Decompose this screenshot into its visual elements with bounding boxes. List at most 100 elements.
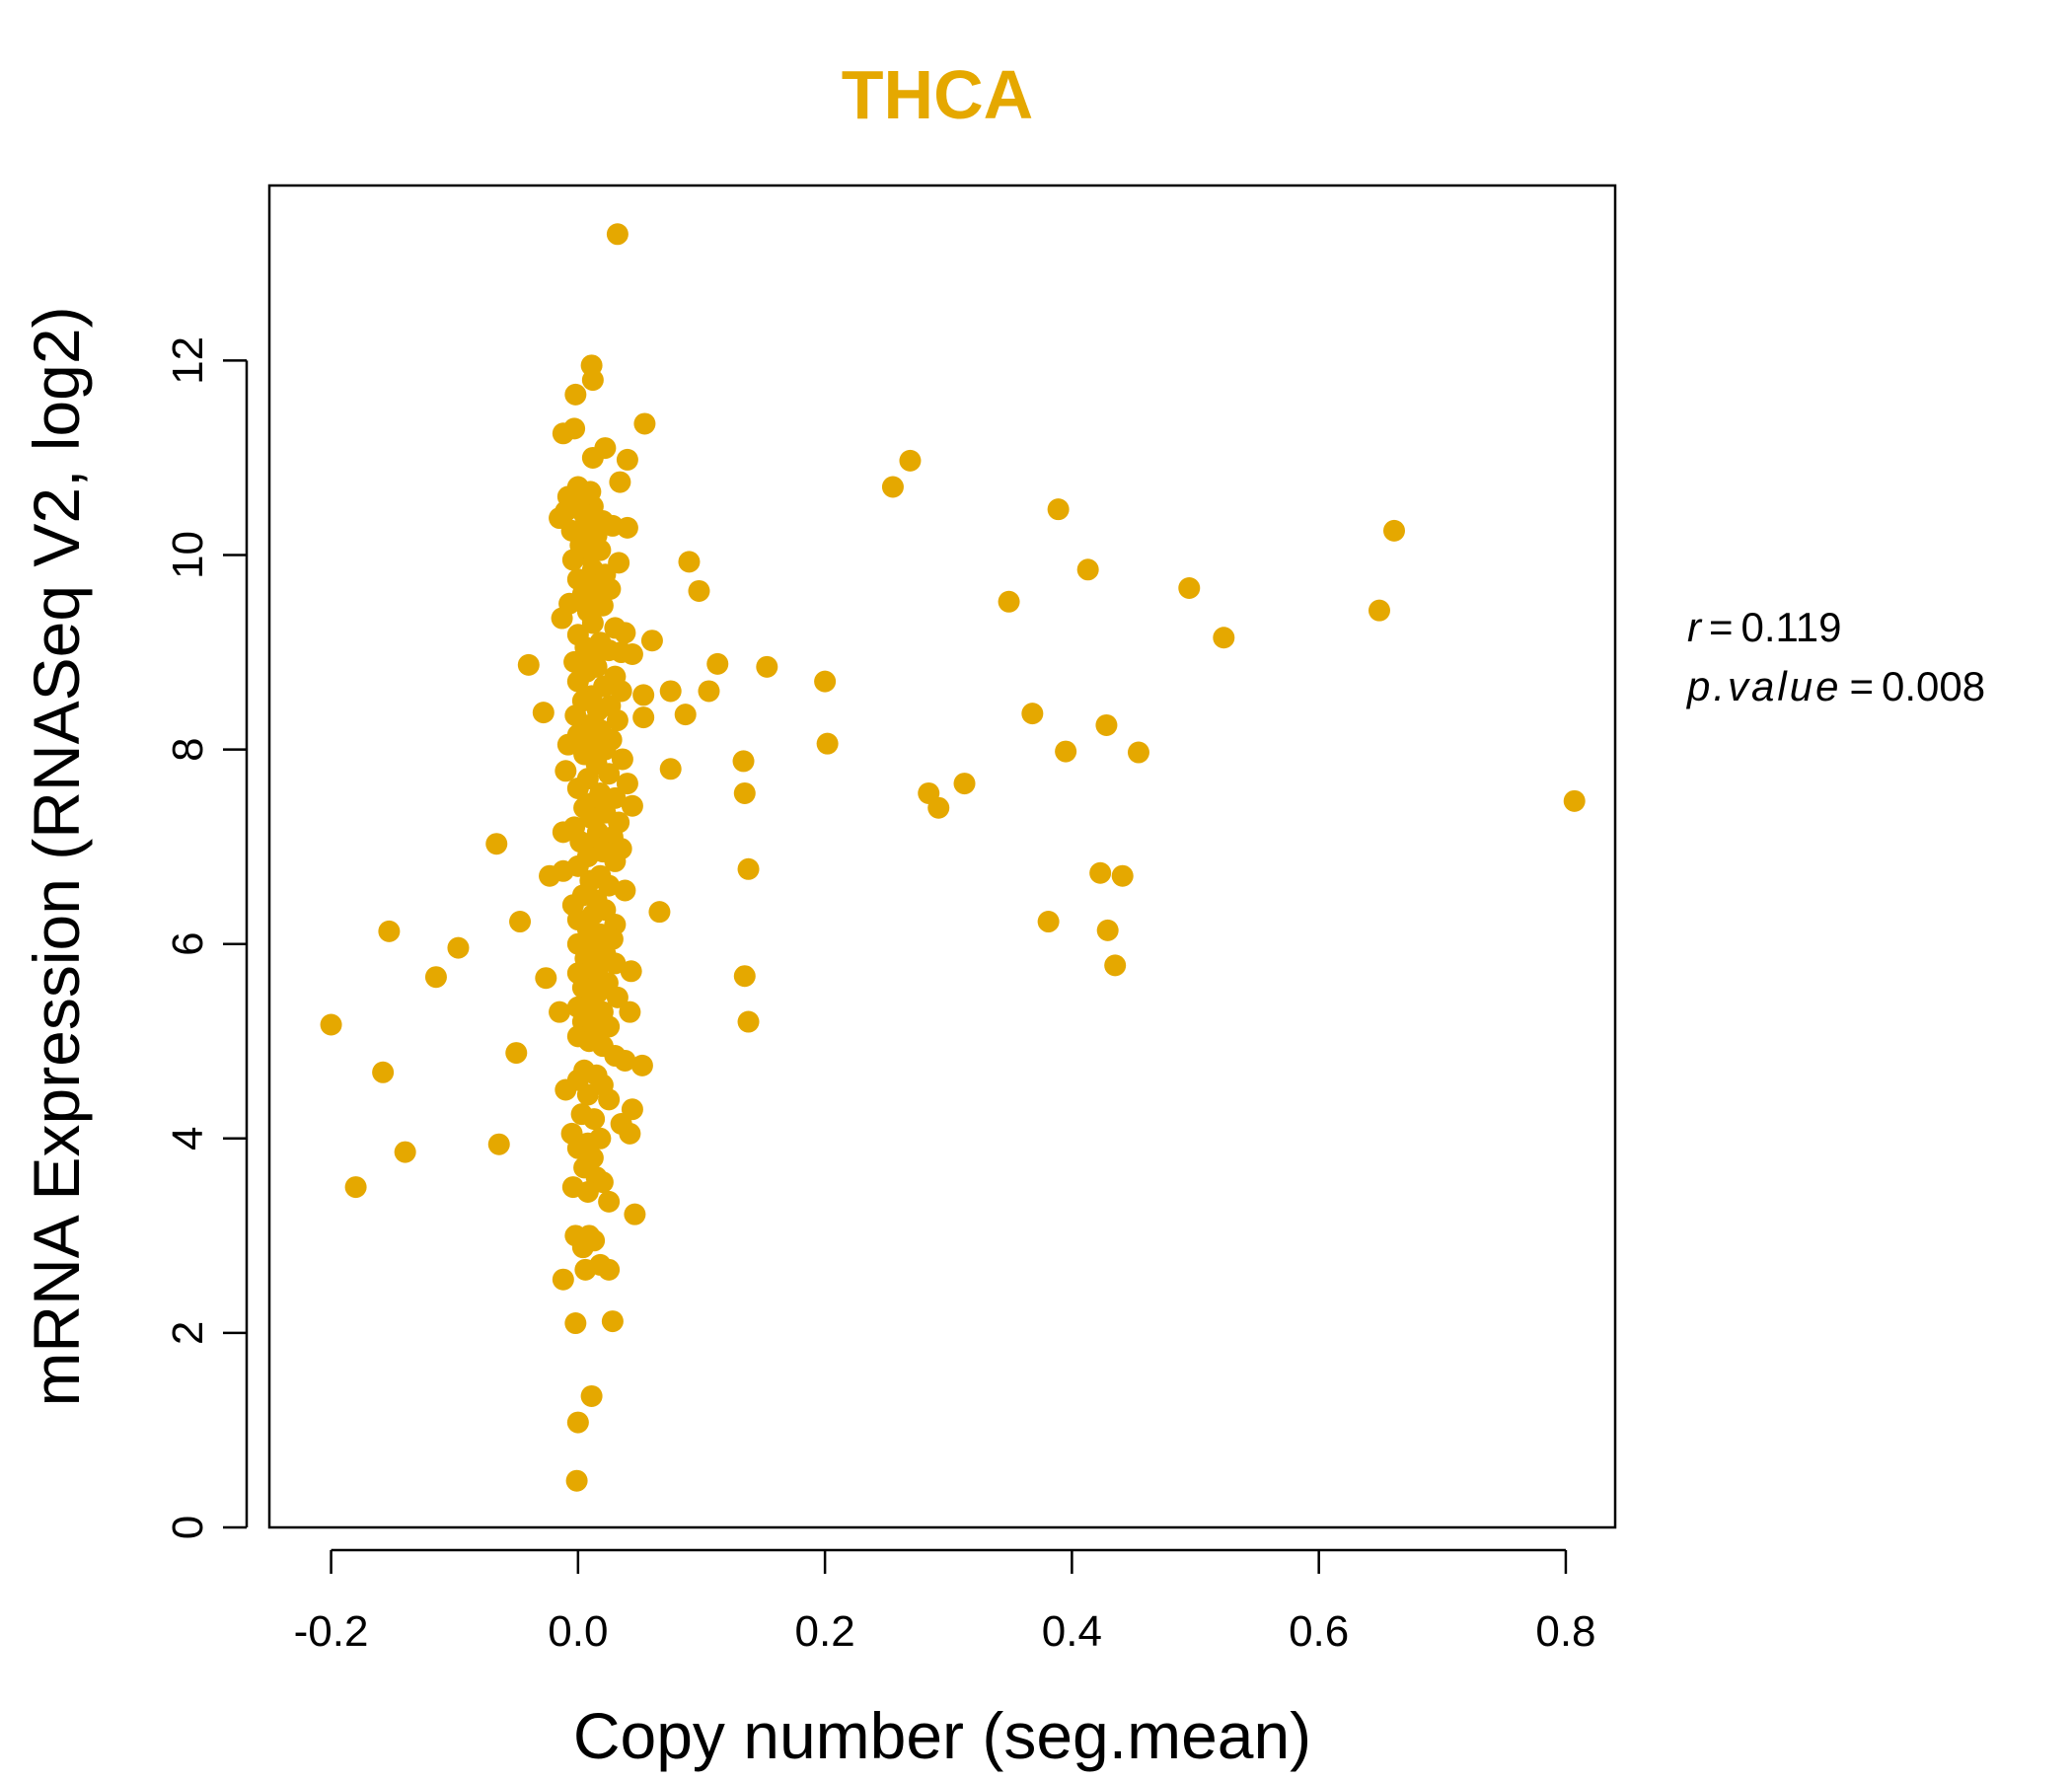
data-point [598,1258,621,1281]
data-point [640,630,663,652]
data-point [619,1001,641,1023]
stat-r-equals: = [1709,604,1734,650]
x-axis-title: Copy number (seg.mean) [573,1699,1311,1772]
data-point [1037,911,1060,933]
data-point [1178,577,1201,599]
data-point [581,446,604,469]
y-axis-title: mRNA Expression (RNASeq V2, log2) [20,306,93,1406]
data-point [505,1042,528,1065]
data-point [624,1203,646,1225]
stat-p-value: p.value = 0.008 [1685,663,1985,709]
data-point [1563,789,1586,812]
data-point [571,1236,594,1259]
data-point [320,1013,342,1036]
data-point [581,369,604,392]
data-point [561,549,584,571]
y-tick-label: 2 [164,1321,212,1345]
data-point [632,684,655,706]
data-point [733,965,756,988]
data-point [447,936,470,959]
data-point [372,1061,395,1083]
data-point [598,1088,621,1111]
data-point [614,622,636,644]
data-point [549,1001,571,1023]
data-point [566,670,589,693]
data-point [576,1181,599,1203]
data-point [616,773,638,795]
data-point [632,706,655,729]
data-point [564,383,587,406]
data-point [816,732,839,755]
data-point [998,590,1020,613]
x-tick-label: -0.2 [294,1607,369,1656]
data-point [601,1310,624,1333]
data-point [1127,741,1149,764]
data-point [563,417,586,440]
data-point [604,952,627,975]
data-point [1096,919,1119,941]
data-point [532,702,555,724]
data-point [394,1141,416,1163]
data-point [606,986,629,1008]
data-point [927,796,950,819]
data-point [606,709,629,732]
data-point [1383,519,1406,542]
data-points [320,223,1586,1492]
data-point [1076,558,1099,581]
data-point [1089,861,1112,884]
data-point [614,1049,636,1072]
y-tick-label: 0 [164,1516,212,1539]
data-point [1213,627,1235,649]
data-point [953,773,976,795]
data-point [619,1122,641,1145]
data-point [552,1268,574,1291]
x-tick-label: 0.8 [1535,1607,1595,1656]
stat-p-equals: = [1849,663,1874,709]
data-point [1111,864,1134,887]
data-point [564,1312,587,1335]
data-point [1021,703,1044,725]
data-point [609,471,631,493]
y-tick-label: 8 [164,737,212,761]
data-point [583,1108,606,1131]
data-point [706,652,729,675]
data-point [737,857,760,880]
stat-p-label: p.value [1685,663,1841,709]
data-point [344,1176,367,1199]
x-tick-label: 0.2 [795,1607,855,1656]
y-tick-label: 10 [164,531,212,579]
data-point [566,778,589,800]
y-axis: 0 2 4 6 8 10 12 [164,336,249,1539]
data-point [1104,954,1127,977]
data-point [424,966,447,989]
data-point [616,448,638,471]
data-point [688,579,710,602]
data-point [517,653,540,676]
data-point [576,1083,599,1106]
data-point [552,821,574,844]
data-point [509,911,532,933]
data-point [659,758,682,780]
data-point [565,1469,588,1492]
data-point [1047,498,1070,521]
correlation-stats: r = 0.119 p.value = 0.008 [1685,604,1985,709]
data-point [659,680,682,703]
data-point [899,449,922,472]
data-point [598,763,621,785]
data-point [737,1010,760,1033]
y-tick-label: 12 [164,336,212,385]
data-point [756,655,778,678]
data-point [535,967,557,990]
data-point [630,1054,653,1076]
data-point [611,748,633,771]
data-point [1368,599,1390,622]
data-point [574,1258,597,1281]
data-point [551,607,573,630]
x-axis: -0.2 0.0 0.2 0.4 0.6 0.8 [294,1548,1596,1656]
data-point [881,476,904,498]
data-point [674,704,697,726]
data-point [487,1133,510,1155]
stat-r-label: r [1687,604,1703,650]
data-point [555,760,577,782]
data-point [606,223,629,246]
